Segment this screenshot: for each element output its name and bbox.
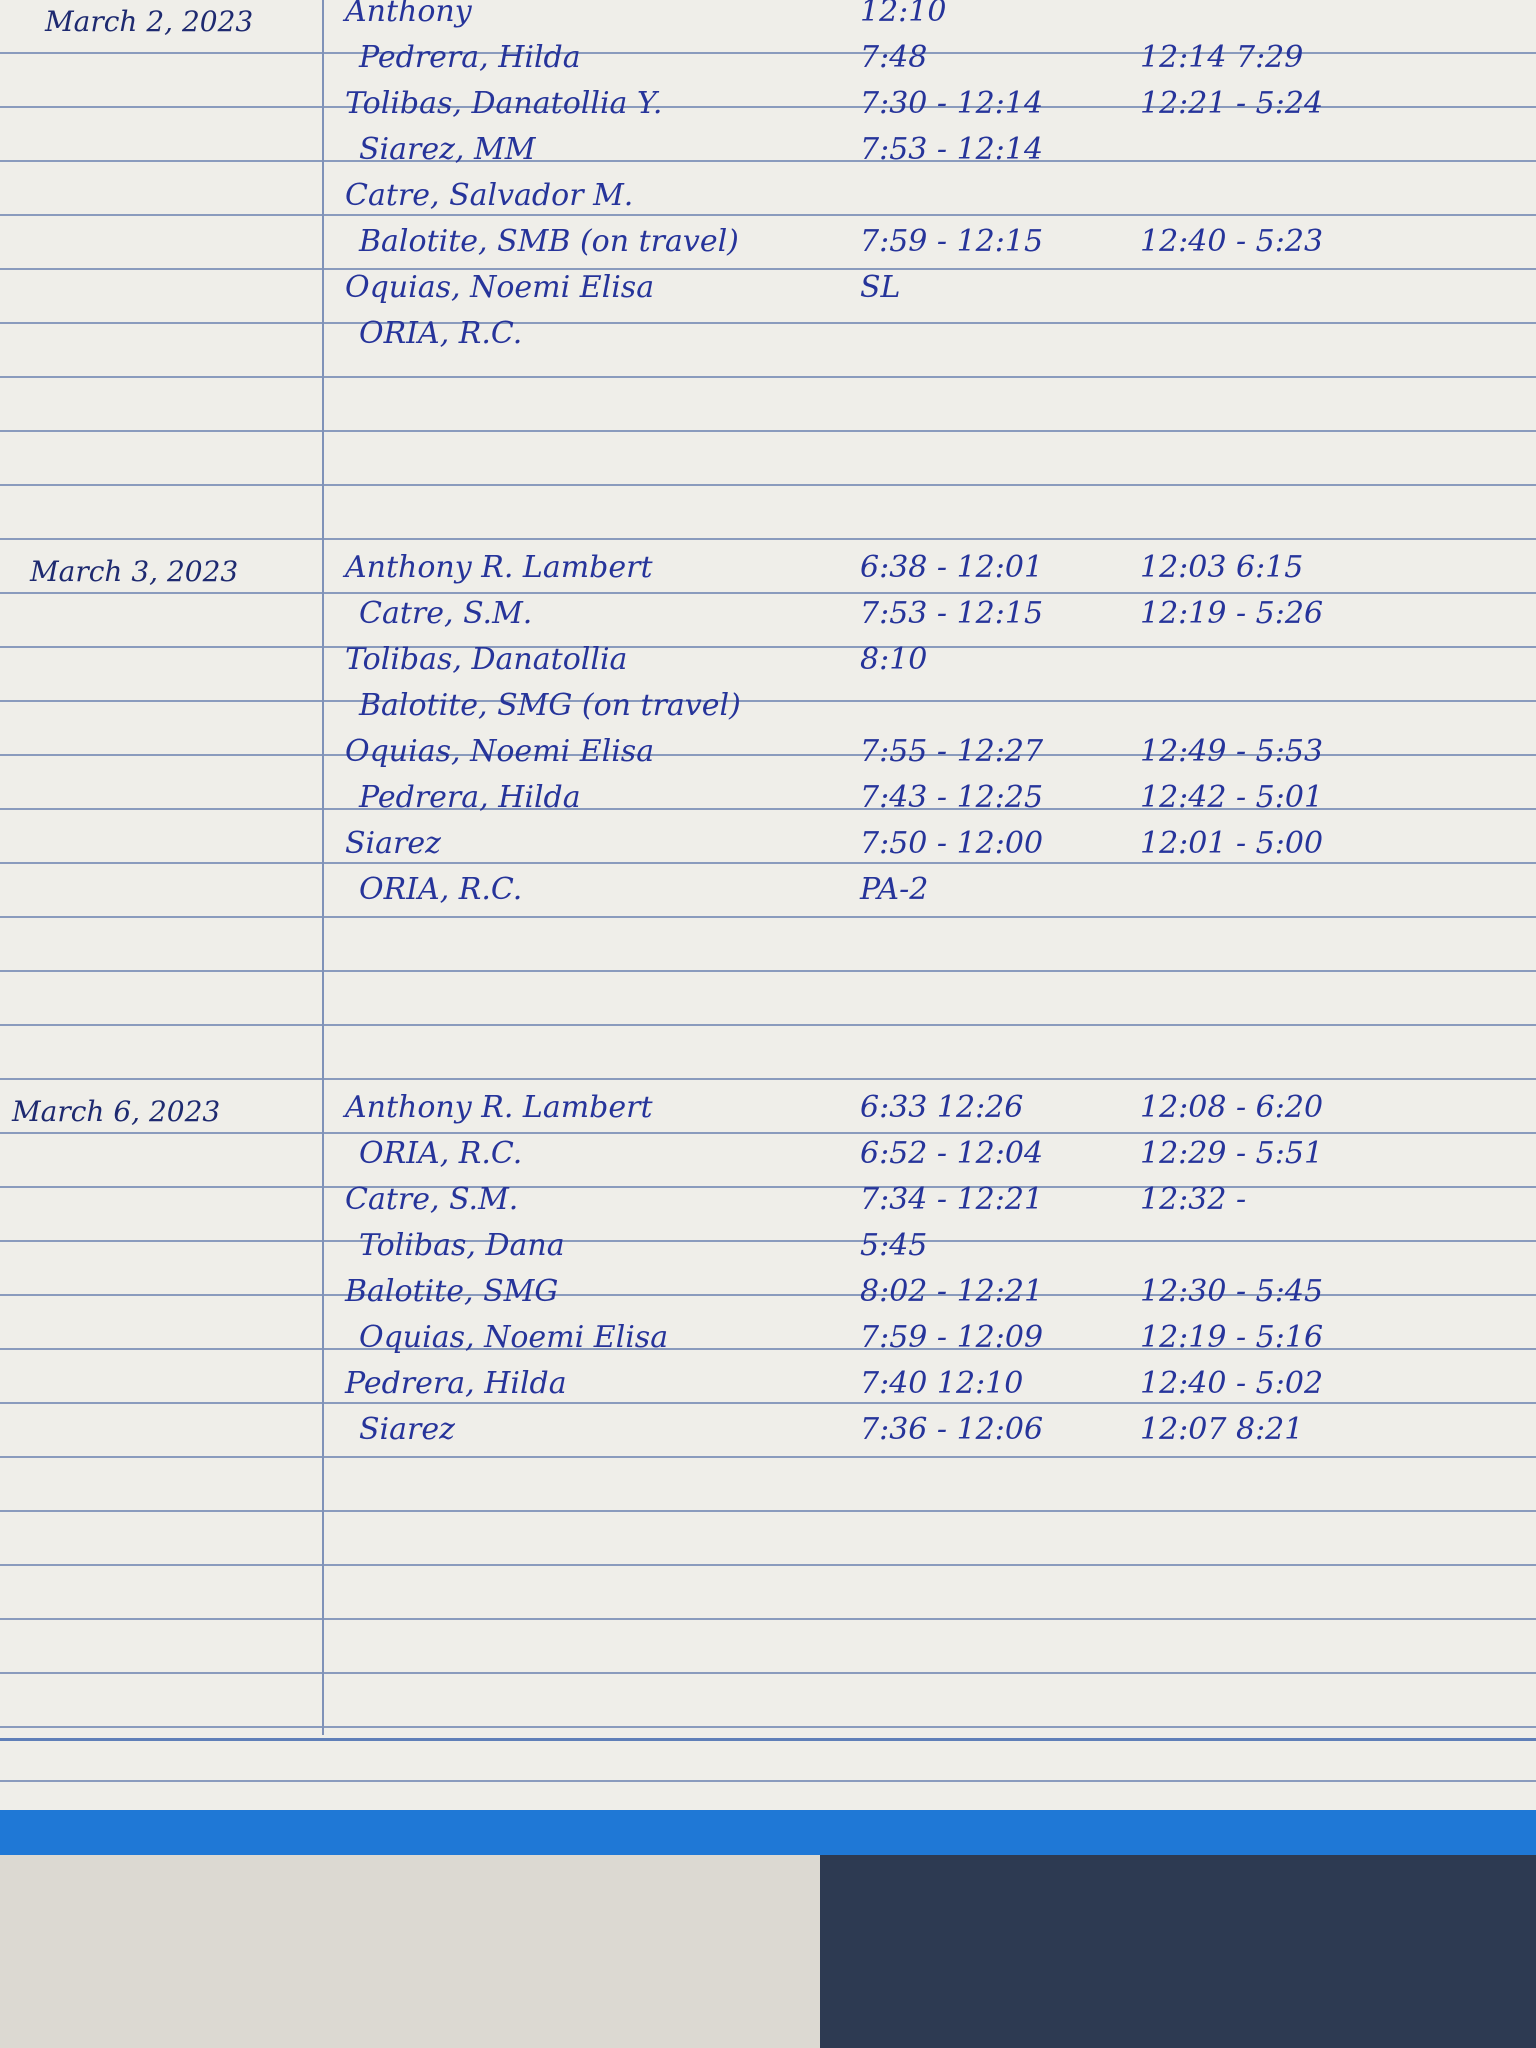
time-am: 12:10 xyxy=(860,0,947,29)
time-am: 6:52 - 12:04 xyxy=(860,1136,1044,1171)
margin-line xyxy=(322,0,324,1735)
time-pm: 12:21 - 5:24 xyxy=(1140,86,1324,121)
name: Tolibas, Danatollia Y. xyxy=(345,86,663,121)
time-am: 5:45 xyxy=(860,1228,928,1263)
name: ORIA, R.C. xyxy=(359,316,523,351)
name: Siarez, MM xyxy=(359,132,536,167)
time-am: 7:59 - 12:15 xyxy=(860,224,1044,259)
name: Catre, S.M. xyxy=(359,596,533,631)
time-am: 8:02 - 12:21 xyxy=(860,1274,1044,1309)
time-am: 6:38 - 12:01 xyxy=(860,550,1044,585)
time-am: 7:53 - 12:15 xyxy=(860,596,1044,631)
name: ORIA, R.C. xyxy=(359,872,523,907)
time-am: 7:34 - 12:21 xyxy=(860,1182,1044,1217)
time-pm: 12:03 6:15 xyxy=(1140,550,1304,585)
name: Oquias, Noemi Elisa xyxy=(345,734,655,769)
time-am: 7:43 - 12:25 xyxy=(860,780,1044,815)
name: Anthony R. Lambert xyxy=(345,550,653,585)
name: Oquias, Noemi Elisa xyxy=(345,270,655,305)
time-pm: 12:42 - 5:01 xyxy=(1140,780,1324,815)
time-pm: 12:08 - 6:20 xyxy=(1140,1090,1324,1125)
name: Balotite, SMG (on travel) xyxy=(359,688,741,723)
name: Pedrera, Hilda xyxy=(345,1366,567,1401)
time-am: 6:33 12:26 xyxy=(860,1090,1024,1125)
time-pm: 12:19 - 5:16 xyxy=(1140,1320,1324,1355)
name: ORIA, R.C. xyxy=(359,1136,523,1171)
time-pm: 12:40 - 5:23 xyxy=(1140,224,1324,259)
name: Tolibas, Danatollia xyxy=(345,642,628,677)
name: Balotite, SMB (on travel) xyxy=(359,224,739,259)
time-pm: 12:07 8:21 xyxy=(1140,1412,1304,1447)
date: March 6, 2023 xyxy=(12,1095,221,1128)
time-am: 7:36 - 12:06 xyxy=(860,1412,1044,1447)
time-pm: 12:32 - xyxy=(1140,1182,1247,1217)
time-am: 7:53 - 12:14 xyxy=(860,132,1044,167)
date: March 2, 2023 xyxy=(45,5,254,38)
name: Oquias, Noemi Elisa xyxy=(359,1320,669,1355)
time-pm: 12:29 - 5:51 xyxy=(1140,1136,1324,1171)
time-pm: 12:49 - 5:53 xyxy=(1140,734,1324,769)
background-object xyxy=(820,1855,1536,2048)
time-am: PA-2 xyxy=(860,872,929,907)
time-pm: 12:14 7:29 xyxy=(1140,40,1304,75)
time-am: 7:50 - 12:00 xyxy=(860,826,1044,861)
ruled-line xyxy=(0,1738,1536,1741)
name: Anthony R. Lambert xyxy=(345,1090,653,1125)
name: Siarez xyxy=(359,1412,455,1447)
name: Balotite, SMG xyxy=(345,1274,559,1309)
name: Catre, S.M. xyxy=(345,1182,519,1217)
notebook-cover xyxy=(0,1810,1536,1855)
time-am: 7:48 xyxy=(860,40,928,75)
time-pm: 12:30 - 5:45 xyxy=(1140,1274,1324,1309)
name: Pedrera, Hilda xyxy=(359,780,581,815)
logbook-page xyxy=(0,0,1536,1810)
time-am: 7:30 - 12:14 xyxy=(860,86,1044,121)
time-am: SL xyxy=(860,270,901,305)
time-am: 8:10 xyxy=(860,642,928,677)
name: Siarez xyxy=(345,826,441,861)
time-am: 7:55 - 12:27 xyxy=(860,734,1044,769)
name: Anthony xyxy=(345,0,472,29)
time-pm: 12:01 - 5:00 xyxy=(1140,826,1324,861)
date: March 3, 2023 xyxy=(30,555,239,588)
name: Pedrera, Hilda xyxy=(359,40,581,75)
time-am: 7:40 12:10 xyxy=(860,1366,1024,1401)
name: Catre, Salvador M. xyxy=(345,178,634,213)
time-pm: 12:19 - 5:26 xyxy=(1140,596,1324,631)
time-pm: 12:40 - 5:02 xyxy=(1140,1366,1324,1401)
time-am: 7:59 - 12:09 xyxy=(860,1320,1044,1355)
name: Tolibas, Dana xyxy=(359,1228,565,1263)
